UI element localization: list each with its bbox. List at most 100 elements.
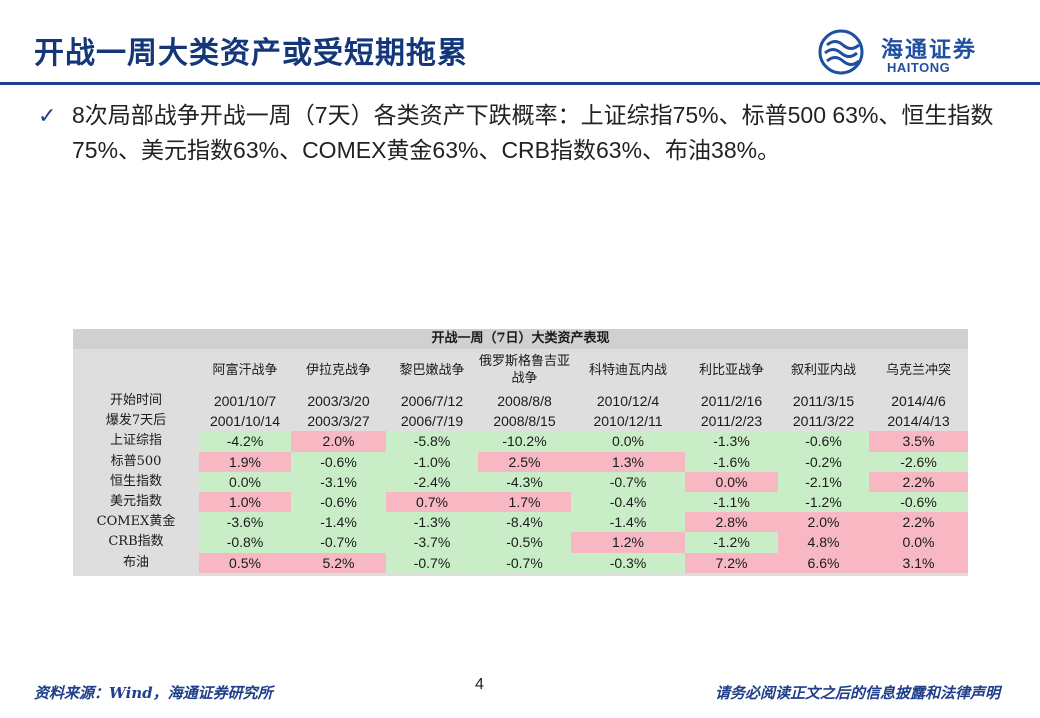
date-cell: 2014/4/13 xyxy=(887,413,950,430)
source-note: 资料来源：Wind，海通证券研究所 xyxy=(34,684,273,702)
company-logo: 海通证券 HAITONG xyxy=(815,28,1015,78)
title-underline xyxy=(0,82,1040,85)
value-cell: -0.7% xyxy=(478,552,571,573)
checkmark-icon: ✓ xyxy=(38,103,57,128)
data-table: 阿富汗战争 伊拉克战争 黎巴嫩战争 俄罗斯格鲁吉亚战争 科特迪瓦内战 利比亚战争 叙利亚内战… xyxy=(73,349,968,573)
value-cell: 0.7% xyxy=(386,491,478,513)
value-cell: -1.3% xyxy=(685,431,778,452)
row-label: 开始时间 xyxy=(109,393,162,409)
column-header: 叙利亚内战 xyxy=(790,362,856,378)
value-cell: 0.0% xyxy=(571,431,685,452)
value-cell: -2.6% xyxy=(869,451,968,472)
value-cell: -0.3% xyxy=(571,552,685,573)
column-header: 利比亚战争 xyxy=(698,362,764,378)
key-point-text: 8次局部战争开战一周（7天）各类资产下跌概率：上证综指75%、标普500 63%… xyxy=(72,102,994,163)
value-cell: -0.2% xyxy=(778,451,869,472)
date-cell: 2010/12/11 xyxy=(593,413,663,430)
value-cell: 4.8% xyxy=(778,532,869,553)
value-cell: -0.6% xyxy=(869,491,968,513)
value-cell: 3.5% xyxy=(869,431,968,452)
value-cell: -2.1% xyxy=(778,471,869,492)
asset-row: COMEX黄金 -3.6% -1.4% -1.3% -8.4% -1.4% 2.8% 2.0%… xyxy=(73,512,968,533)
date-cell: 2011/3/15 xyxy=(792,393,855,410)
date-cell: 2010/12/4 xyxy=(596,393,660,410)
value-cell: -8.4% xyxy=(478,512,571,533)
value-cell: 1.7% xyxy=(478,491,571,513)
asset-row: CRB指数 -0.8% -0.7% -3.7% -0.5% 1.2% -1.2% 4.8% 0.… xyxy=(73,532,968,553)
row-label: 美元指数 xyxy=(109,494,162,510)
column-header: 科特迪瓦内战 xyxy=(588,362,667,378)
value-cell: 7.2% xyxy=(685,552,778,573)
date-cell: 2003/3/27 xyxy=(307,413,370,430)
value-cell: -2.4% xyxy=(386,471,478,492)
value-cell: -1.4% xyxy=(291,512,386,533)
asset-row: 标普500 1.9% -0.6% -1.0% 2.5% 1.3% -1.6% -0.2% -2.… xyxy=(73,451,968,472)
date-cell: 2006/7/12 xyxy=(400,393,464,410)
value-cell: 0.5% xyxy=(199,552,291,573)
date-cell: 2003/3/20 xyxy=(307,393,370,410)
value-cell: 3.1% xyxy=(869,552,968,573)
value-cell: 0.0% xyxy=(685,471,778,492)
row-label: 爆发7天后 xyxy=(105,413,167,429)
value-cell: -4.2% xyxy=(199,431,291,452)
date-cell: 2011/3/22 xyxy=(792,413,855,430)
date-cell: 2011/2/16 xyxy=(700,393,763,410)
row-label: 恒生指数 xyxy=(109,473,162,489)
column-header: 乌克兰冲突 xyxy=(885,362,951,378)
value-cell: -1.6% xyxy=(685,451,778,472)
asset-performance-table: 开战一周（7日）大类资产表现 阿富汗战争 伊拉克战争 黎巴嫩战争 俄罗斯格鲁吉亚战争 科… xyxy=(73,329,968,576)
value-cell: -0.6% xyxy=(778,431,869,452)
value-cell: 2.0% xyxy=(291,431,386,452)
value-cell: -1.0% xyxy=(386,451,478,472)
date-cell: 2001/10/7 xyxy=(213,393,277,410)
column-header: 黎巴嫩战争 xyxy=(399,362,465,378)
value-cell: -3.1% xyxy=(291,471,386,492)
logo-english-name: HAITONG xyxy=(887,60,951,75)
value-cell: -0.6% xyxy=(291,491,386,513)
value-cell: -1.2% xyxy=(778,491,869,513)
value-cell: 5.2% xyxy=(291,552,386,573)
value-cell: -5.8% xyxy=(386,431,478,452)
table-caption: 开战一周（7日）大类资产表现 xyxy=(73,329,968,349)
date-cell: 2001/10/14 xyxy=(209,413,281,430)
date-row: 开始时间 2001/10/7 2003/3/20 2006/7/12 2008/8/8 2… xyxy=(73,391,968,411)
value-cell: -0.5% xyxy=(478,532,571,553)
value-cell: 0.0% xyxy=(199,471,291,492)
value-cell: -3.7% xyxy=(386,532,478,553)
value-cell: -1.1% xyxy=(685,491,778,513)
date-cell: 2008/8/8 xyxy=(497,393,552,410)
value-cell: 2.2% xyxy=(869,512,968,533)
value-cell: 2.5% xyxy=(478,451,571,472)
value-cell: -0.6% xyxy=(291,451,386,472)
row-label: 布油 xyxy=(122,554,149,570)
value-cell: -1.3% xyxy=(386,512,478,533)
column-header: 伊拉克战争 xyxy=(305,362,371,378)
disclaimer-note: 请务必阅读正文之后的信息披露和法律声明 xyxy=(714,684,1000,702)
value-cell: 1.3% xyxy=(571,451,685,472)
value-cell: 0.0% xyxy=(869,532,968,553)
page-number: 4 xyxy=(475,676,484,693)
value-cell: -1.2% xyxy=(685,532,778,553)
value-cell: 2.2% xyxy=(869,471,968,492)
value-cell: -0.7% xyxy=(291,532,386,553)
date-cell: 2008/8/15 xyxy=(493,413,556,430)
date-cell: 2006/7/19 xyxy=(400,413,464,430)
value-cell: 2.8% xyxy=(685,512,778,533)
value-cell: -3.6% xyxy=(199,512,291,533)
value-cell: -0.7% xyxy=(571,471,685,492)
value-cell: 1.2% xyxy=(571,532,685,553)
column-header: 俄罗斯格鲁吉亚战争 xyxy=(478,354,570,386)
logo-emblem-icon xyxy=(818,29,864,75)
row-label: CRB指数 xyxy=(108,534,164,550)
row-label: 上证综指 xyxy=(109,433,162,449)
value-cell: 6.6% xyxy=(778,552,869,573)
value-cell: -0.8% xyxy=(199,532,291,553)
row-label: 标普500 xyxy=(110,453,162,469)
value-cell: -1.4% xyxy=(571,512,685,533)
header-row: 阿富汗战争 伊拉克战争 黎巴嫩战争 俄罗斯格鲁吉亚战争 科特迪瓦内战 利比亚战争 叙利亚内战… xyxy=(73,349,968,391)
value-cell: -4.3% xyxy=(478,471,571,492)
date-row: 爆发7天后 2001/10/14 2003/3/27 2006/7/19 2008/8/… xyxy=(73,411,968,431)
date-cell: 2011/2/23 xyxy=(700,413,763,430)
date-cell: 2014/4/6 xyxy=(891,393,946,410)
value-cell: 1.0% xyxy=(199,491,291,513)
